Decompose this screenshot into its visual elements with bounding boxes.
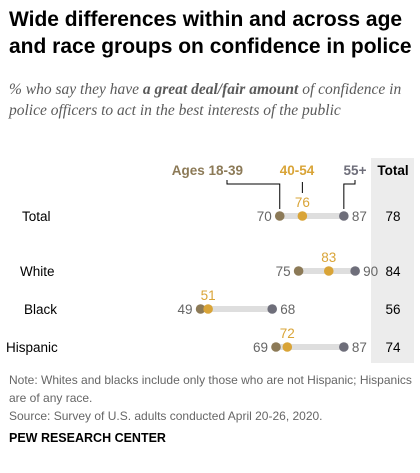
- note-text: Note: Whites and blacks include only tho…: [9, 373, 412, 405]
- chart-subtitle: % who say they have a great deal/fair am…: [9, 79, 413, 121]
- value-label-total-series-3: 87: [352, 209, 367, 224]
- category-label-total: Total: [22, 209, 51, 224]
- total-value-total: 78: [385, 209, 400, 224]
- category-label-hispanic: Hispanic: [6, 340, 58, 355]
- category-label-black: Black: [24, 302, 57, 317]
- value-label-black-series-2: 51: [201, 288, 216, 303]
- dot-black-series-3: [267, 304, 278, 314]
- total-value-white: 84: [385, 264, 401, 279]
- legend-label-1: Ages 18-39: [172, 163, 243, 178]
- legend-leader-55-plus: [343, 180, 356, 209]
- value-label-white-series-2: 83: [321, 250, 336, 265]
- value-label-white-series-1: 75: [276, 264, 291, 279]
- chart-title: Wide differences within and across age a…: [9, 8, 412, 58]
- legend-leader-18-39: [226, 180, 281, 209]
- subtitle-emphasis: a great deal/fair amount: [142, 81, 299, 98]
- total-column-background: [371, 158, 414, 363]
- chart-notes: Note: Whites and blacks include only tho…: [9, 371, 413, 425]
- value-label-hispanic-series-3: 87: [352, 340, 367, 355]
- value-label-total-series-2: 76: [295, 195, 310, 210]
- value-label-white-series-3: 90: [363, 264, 378, 279]
- dot-white-series-1: [293, 266, 304, 276]
- dot-total-series-3: [339, 211, 349, 221]
- dot-hispanic-series-3: [339, 342, 349, 352]
- range-bar-black: [200, 306, 273, 312]
- total-value-hispanic: 74: [385, 340, 401, 355]
- dot-black-series-2: [203, 304, 213, 314]
- dot-white-series-2: [323, 266, 334, 276]
- range-bar-total: [279, 213, 344, 219]
- dot-hispanic-series-2: [282, 342, 293, 352]
- source-org: PEW RESEARCH CENTER: [9, 431, 166, 445]
- range-bar-hispanic: [275, 344, 344, 350]
- value-label-black-series-3: 68: [280, 302, 295, 317]
- dot-total-series-1: [274, 211, 285, 221]
- dot-white-series-3: [350, 266, 360, 276]
- source-text: Source: Survey of U.S. adults conducted …: [9, 409, 323, 423]
- legend-label-3: 55+: [344, 163, 367, 178]
- subtitle-lead: % who say they have: [9, 81, 143, 98]
- category-label-white: White: [20, 264, 55, 279]
- total-column-header: Total: [377, 163, 408, 178]
- dot-hispanic-series-1: [271, 342, 281, 352]
- value-label-hispanic-series-1: 69: [253, 340, 268, 355]
- legend-label-2: 40-54: [280, 163, 315, 178]
- value-label-black-series-1: 49: [178, 302, 193, 317]
- value-label-total-series-1: 70: [257, 209, 272, 224]
- total-value-black: 56: [385, 302, 400, 317]
- value-label-hispanic-series-2: 72: [280, 326, 295, 341]
- dot-total-series-2: [297, 211, 308, 221]
- dot-black-series-1: [195, 304, 206, 314]
- subtitle-tail: of confidence in police officers to act …: [9, 81, 402, 119]
